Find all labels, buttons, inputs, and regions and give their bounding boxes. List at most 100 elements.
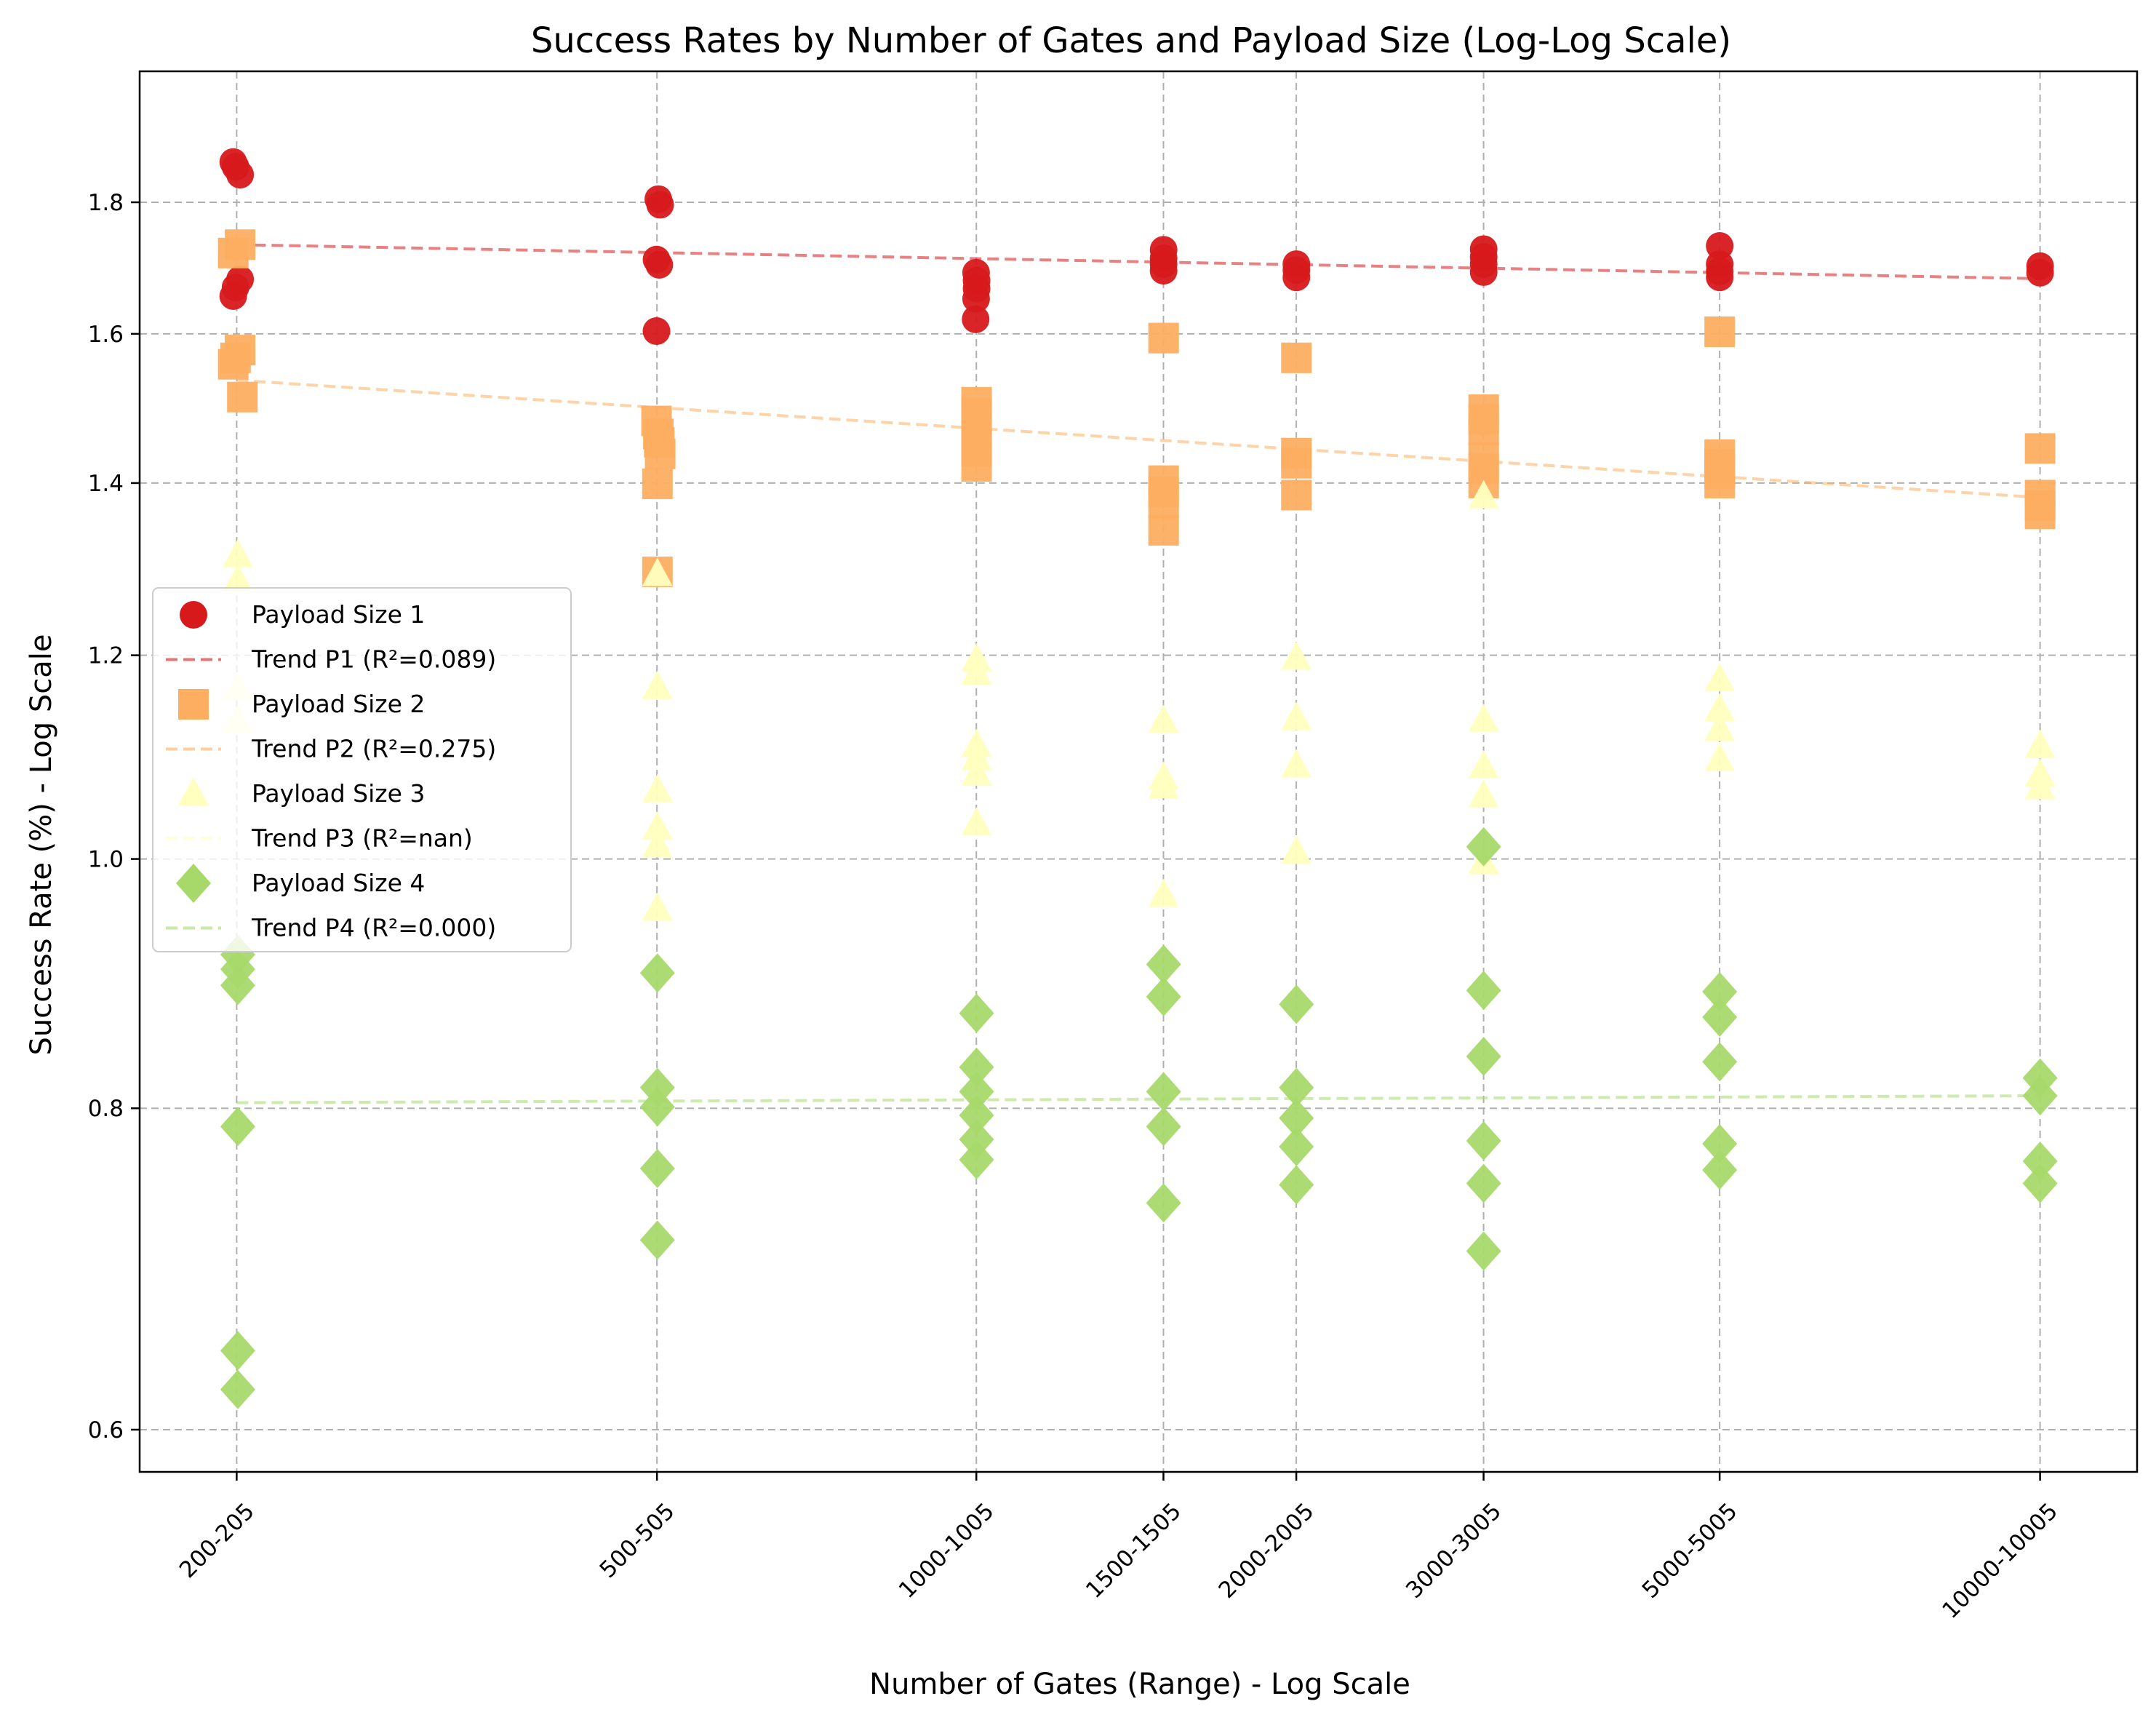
legend-entry-series: Payload Size 1: [180, 600, 425, 629]
data-point: [642, 892, 673, 921]
x-tick-label: 10000-10005: [1937, 1498, 2063, 1624]
trend-line-p2: [236, 378, 2040, 499]
data-point: [962, 305, 990, 333]
data-point: [2024, 729, 2056, 758]
data-point: [220, 1107, 255, 1147]
data-point: [1282, 263, 1311, 292]
legend-entry-trend: Trend P2 (R²=0.275): [166, 735, 496, 763]
data-point: [222, 563, 253, 592]
data-point: [639, 1087, 675, 1127]
legend-label: Trend P4 (R²=0.000): [251, 914, 496, 942]
data-point: [1468, 779, 1499, 808]
data-point: [959, 1072, 994, 1112]
data-point: [639, 1149, 675, 1189]
data-point: [1146, 944, 1181, 984]
data-point: [1704, 467, 1736, 498]
data-point: [642, 670, 673, 699]
data-point: [962, 284, 990, 313]
data-point: [1279, 1126, 1314, 1166]
data-point: [639, 953, 675, 993]
legend-label: Trend P1 (R²=0.089): [251, 645, 496, 674]
data-point: [1702, 1150, 1738, 1190]
data-point: [961, 757, 992, 786]
data-point: [2026, 258, 2054, 287]
data-point: [1149, 257, 1178, 285]
data-point: [1146, 976, 1181, 1016]
data-point: [959, 1095, 994, 1135]
y-tick-label: 1.6: [88, 322, 124, 348]
data-point: [220, 1369, 255, 1409]
data-point: [961, 451, 992, 482]
data-point: [220, 342, 251, 373]
legend-entry-series: Payload Size 4: [176, 864, 425, 903]
legend-entry-series: Payload Size 2: [178, 689, 425, 720]
data-point: [222, 538, 253, 568]
data-point: [220, 965, 255, 1006]
data-point: [645, 250, 674, 279]
data-point: [225, 229, 256, 260]
legend-marker: [180, 601, 207, 629]
data-point: [1148, 704, 1179, 733]
data-point: [1146, 1183, 1181, 1223]
data-point: [959, 1139, 994, 1179]
data-point: [1279, 984, 1314, 1024]
data-point: [2022, 1076, 2058, 1116]
legend-label: Payload Size 4: [252, 869, 425, 897]
y-tick-label: 1.4: [88, 471, 124, 497]
series-payload-size-4: [220, 827, 2058, 1409]
data-point: [961, 656, 992, 685]
legend-entry-trend: Trend P3 (R²=nan): [166, 824, 473, 853]
data-point: [1281, 701, 1312, 730]
data-point: [2022, 1163, 2058, 1203]
data-point: [2024, 498, 2056, 530]
chart-title: Success Rates by Number of Gates and Pay…: [531, 20, 1731, 61]
x-tick-label: 200-205: [175, 1498, 260, 1583]
legend-entry-trend: Trend P4 (R²=0.000): [166, 914, 496, 942]
data-point: [639, 1220, 675, 1260]
data-point: [1704, 316, 1736, 347]
data-point: [1146, 1107, 1181, 1147]
x-tick-label: 5000-5005: [1637, 1498, 1743, 1604]
legend-label: Trend P3 (R²=nan): [251, 824, 473, 853]
data-point: [1466, 827, 1501, 867]
trend-line-p1: [236, 243, 2040, 281]
data-point: [1704, 663, 1736, 692]
trend-layer: [236, 243, 2040, 1104]
data-point: [2022, 1141, 2058, 1181]
data-point: [1704, 693, 1736, 722]
data-point: [1281, 835, 1312, 864]
data-point: [1468, 704, 1499, 733]
data-point: [1706, 263, 1734, 292]
legend-box: [152, 587, 572, 952]
legend-label: Payload Size 2: [252, 690, 425, 718]
legend-marker: [176, 864, 211, 903]
data-point: [2024, 771, 2056, 800]
legend: Payload Size 1 Trend P1 (R²=0.089) Payload…: [152, 587, 572, 952]
trend-line-p4: [236, 1094, 2040, 1104]
data-point: [1148, 878, 1179, 907]
data-point: [1148, 514, 1179, 546]
x-tick-label: 2000-2005: [1214, 1498, 1319, 1604]
y-tick-label: 0.6: [88, 1417, 124, 1444]
data-point: [961, 807, 992, 836]
data-point: [1466, 1036, 1501, 1076]
data-point: [227, 381, 258, 413]
data-point: [220, 1331, 255, 1371]
data-point: [1148, 770, 1179, 799]
plot-frame: [138, 70, 2139, 1473]
data-point: [1281, 479, 1312, 511]
data-point: [1281, 749, 1312, 778]
data-point: [1466, 1121, 1501, 1161]
y-tick-label: 1.0: [88, 847, 124, 873]
data-point: [1148, 322, 1179, 354]
x-axis-title: Number of Gates (Range) - Log Scale: [869, 1668, 1410, 1701]
data-point: [226, 161, 255, 189]
data-point: [1466, 1163, 1501, 1203]
x-tick-label: 500-505: [595, 1498, 680, 1583]
data-point: [1468, 415, 1499, 446]
y-tick-label: 0.8: [88, 1096, 124, 1122]
points-layer: [217, 148, 2058, 1409]
series-payload-size-1: [219, 148, 2054, 346]
data-point: [1281, 342, 1312, 373]
legend-marker: [178, 777, 209, 805]
